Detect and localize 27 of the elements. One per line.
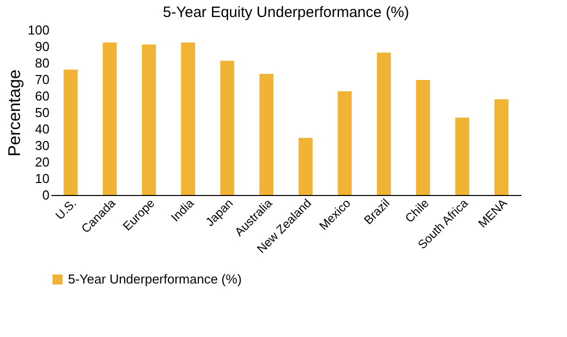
chart-title: 5-Year Equity Underperformance (%) (162, 4, 410, 21)
bar (494, 99, 508, 195)
y-axis-title: Percentage (4, 70, 24, 156)
y-tick-label: 10 (35, 171, 50, 186)
bar (338, 91, 352, 195)
y-tick-label: 60 (35, 88, 50, 104)
y-tick-label: 90 (35, 39, 50, 54)
y-tick-label: 40 (35, 122, 50, 136)
bar (142, 44, 156, 195)
bar (220, 60, 234, 195)
y-tick-label: 30 (35, 138, 50, 153)
y-tick-label: 0 (42, 188, 50, 202)
bar (298, 138, 313, 195)
bar (416, 80, 430, 195)
y-tick-label: 50 (35, 105, 50, 120)
bar (181, 42, 196, 195)
bar (64, 70, 78, 195)
y-tick-label: 20 (35, 154, 50, 170)
y-tick-label: 70 (35, 72, 50, 87)
bar (102, 42, 117, 195)
legend-label: 5-Year Underperformance (%) (68, 272, 242, 286)
y-tick-label: 100 (28, 22, 50, 38)
bar (455, 118, 470, 195)
y-tick-label: 80 (35, 56, 50, 70)
bar (376, 52, 391, 195)
x-tick-label: U.S. (52, 196, 80, 222)
bar (259, 74, 274, 195)
